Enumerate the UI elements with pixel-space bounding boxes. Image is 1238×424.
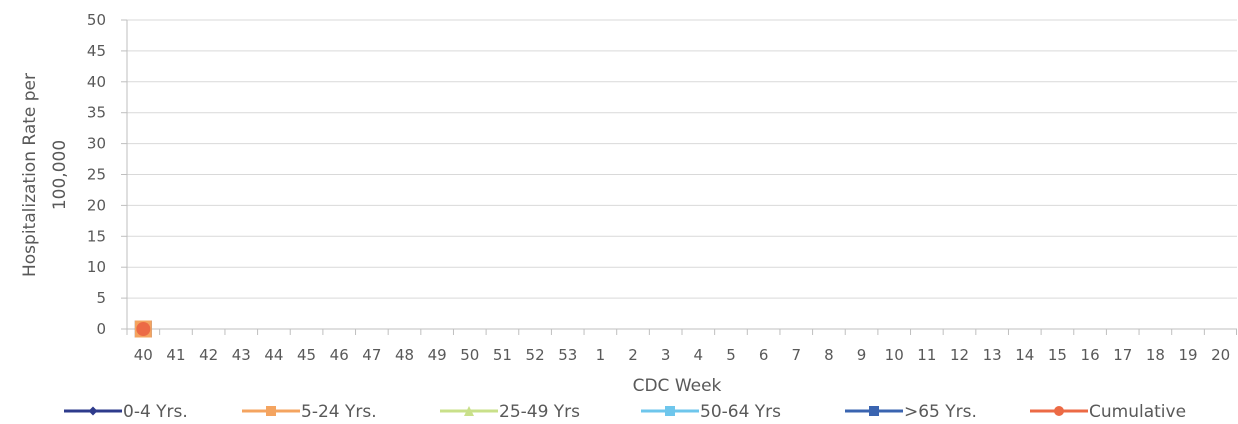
- x-tick-label: 19: [1178, 346, 1197, 364]
- y-tick-label: 10: [87, 258, 106, 276]
- y-tick-label: 5: [96, 289, 106, 307]
- legend-label: 0-4 Yrs.: [123, 402, 188, 422]
- x-tick-label: 16: [1081, 346, 1100, 364]
- x-tick-label: 14: [1015, 346, 1034, 364]
- y-tick-label: 35: [87, 104, 106, 122]
- x-tick-labels: 40 41 42 43 44 45 46 47 48 49 50 51 52 53 1 2 3 4 5 6 7 8 9 10 1…: [134, 346, 1230, 364]
- y-axis-title: Hospitalization Rate per 100,000: [20, 73, 70, 277]
- x-tick-label: 48: [395, 346, 414, 364]
- x-tick-label: 8: [824, 346, 834, 364]
- x-tick-label: 50: [460, 346, 479, 364]
- y-tick-labels: 0 5 10 15 20 25 30 35 40 45 50: [87, 11, 106, 338]
- legend-marker: [88, 406, 98, 416]
- legend-marker: [464, 406, 474, 416]
- x-tick-label: 4: [694, 346, 704, 364]
- x-tick-label: 7: [791, 346, 801, 364]
- x-tick-label: 51: [493, 346, 512, 364]
- x-tick-label: 53: [558, 346, 577, 364]
- data-point: [136, 322, 151, 336]
- legend-label: 50-64 Yrs: [700, 402, 781, 422]
- y-tick-label: 0: [96, 320, 106, 338]
- x-tick-label: 45: [297, 346, 316, 364]
- legend-marker: [266, 406, 276, 416]
- legend-item-3: 50-64 Yrs: [641, 402, 781, 422]
- x-tick-label: 13: [983, 346, 1002, 364]
- legend-item-4: >65 Yrs.: [845, 402, 977, 422]
- grid-lines: [127, 19, 1237, 299]
- x-tick-label: 40: [134, 346, 153, 364]
- series-5: [136, 322, 151, 336]
- legend-label: 25-49 Yrs: [499, 402, 580, 422]
- legend-label: >65 Yrs.: [904, 402, 977, 422]
- legend-label: Cumulative: [1089, 402, 1186, 422]
- x-tick-label: 2: [628, 346, 638, 364]
- y-tick-label: 30: [87, 135, 106, 153]
- legend-item-5: Cumulative: [1030, 402, 1186, 422]
- x-tick-label: 12: [950, 346, 969, 364]
- y-tick-label: 50: [87, 11, 106, 29]
- x-tick-label: 11: [917, 346, 936, 364]
- x-tick-label: 47: [362, 346, 381, 364]
- x-tick-label: 10: [885, 346, 904, 364]
- data-series: [134, 320, 152, 338]
- legend-item-2: 25-49 Yrs: [440, 402, 580, 422]
- x-tick-label: 9: [857, 346, 867, 364]
- x-tick-label: 20: [1211, 346, 1230, 364]
- x-tick-label: 6: [759, 346, 769, 364]
- x-tick-label: 3: [661, 346, 671, 364]
- x-tick-label: 1: [596, 346, 606, 364]
- legend-label: 5-24 Yrs.: [301, 402, 377, 422]
- x-tick-label: 18: [1146, 346, 1165, 364]
- x-tick-label: 41: [166, 346, 185, 364]
- y-tick-label: 15: [87, 227, 106, 245]
- x-tick-label: 42: [199, 346, 218, 364]
- x-tick-label: 43: [232, 346, 251, 364]
- axes: [121, 19, 1237, 335]
- y-tick-label: 40: [87, 73, 106, 91]
- legend-marker: [869, 406, 879, 416]
- y-axis-title-line-2: 100,000: [50, 140, 70, 210]
- y-tick-label: 45: [87, 42, 106, 60]
- y-tick-label: 25: [87, 166, 106, 184]
- x-tick-label: 49: [428, 346, 447, 364]
- legend-item-1: 5-24 Yrs.: [242, 402, 377, 422]
- x-tick-label: 52: [526, 346, 545, 364]
- x-tick-label: 44: [264, 346, 283, 364]
- x-tick-label: 15: [1048, 346, 1067, 364]
- x-tick-label: 5: [726, 346, 736, 364]
- legend: 0-4 Yrs. 5-24 Yrs. 25-49 Yrs 50-64 Yrs >65 Y…: [64, 402, 1186, 422]
- x-tick-label: 17: [1113, 346, 1132, 364]
- y-tick-label: 20: [87, 196, 106, 214]
- x-axis-title: CDC Week: [633, 376, 722, 396]
- legend-item-0: 0-4 Yrs.: [64, 402, 188, 422]
- y-axis-title-line-1: Hospitalization Rate per: [20, 73, 40, 277]
- legend-marker: [665, 406, 675, 416]
- legend-marker: [1054, 406, 1064, 416]
- x-tick-label: 46: [330, 346, 349, 364]
